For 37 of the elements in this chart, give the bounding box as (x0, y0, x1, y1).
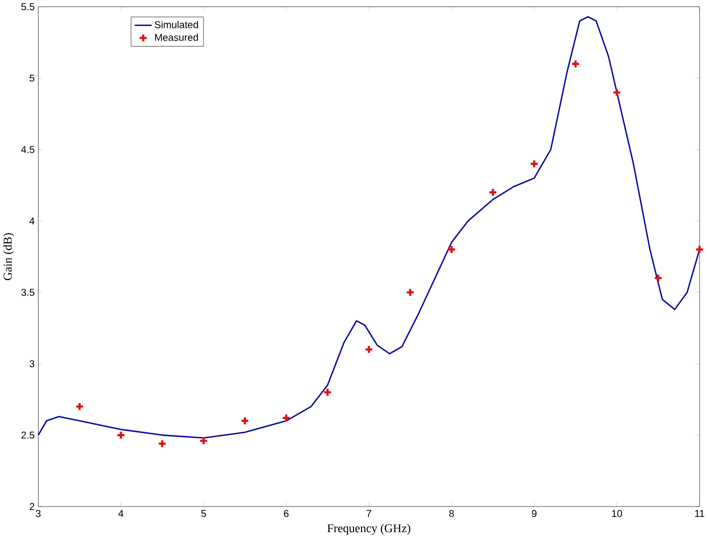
point (406, 288, 415, 297)
point (199, 436, 208, 446)
point (116, 430, 126, 440)
y-tick-label: 5.5 (21, 3, 34, 10)
y-axis-title: Gain (dB) (3, 233, 14, 280)
line-series (38, 16, 700, 439)
y-tick-label: 3 (30, 360, 34, 368)
x-tick-label: 4 (118, 510, 124, 517)
legend-label: Simulated (154, 20, 198, 28)
point (694, 244, 704, 254)
y-tick-label: 4.5 (21, 146, 34, 153)
y-tick-label: 2 (30, 503, 34, 510)
x-tick-label: 6 (284, 510, 289, 518)
x-tick-label: 9 (532, 510, 537, 518)
x-tick-label: 7 (366, 510, 372, 517)
x-tick-label: 10 (612, 510, 622, 518)
y-tick-label: 2.5 (21, 432, 34, 439)
x-axis-title: Frequency (GHz) (327, 524, 410, 535)
point (654, 273, 663, 283)
x-tick-label: 5 (201, 510, 206, 517)
legend-label: Measured (155, 34, 198, 41)
point (282, 413, 291, 423)
point (488, 188, 498, 197)
point (446, 244, 456, 254)
point (158, 439, 167, 448)
x-tick-label: 3 (36, 510, 41, 518)
y-tick-label: 4 (29, 218, 34, 224)
point (530, 159, 539, 168)
point (75, 402, 84, 412)
point (570, 59, 580, 68)
x-tick-label: 11 (695, 510, 704, 517)
x-tick-label: 8 (449, 510, 454, 518)
point (364, 344, 374, 354)
y-tick-label: 3.5 (21, 288, 34, 296)
point (240, 416, 250, 426)
point (323, 388, 332, 397)
y-tick-label: 5 (30, 74, 34, 82)
